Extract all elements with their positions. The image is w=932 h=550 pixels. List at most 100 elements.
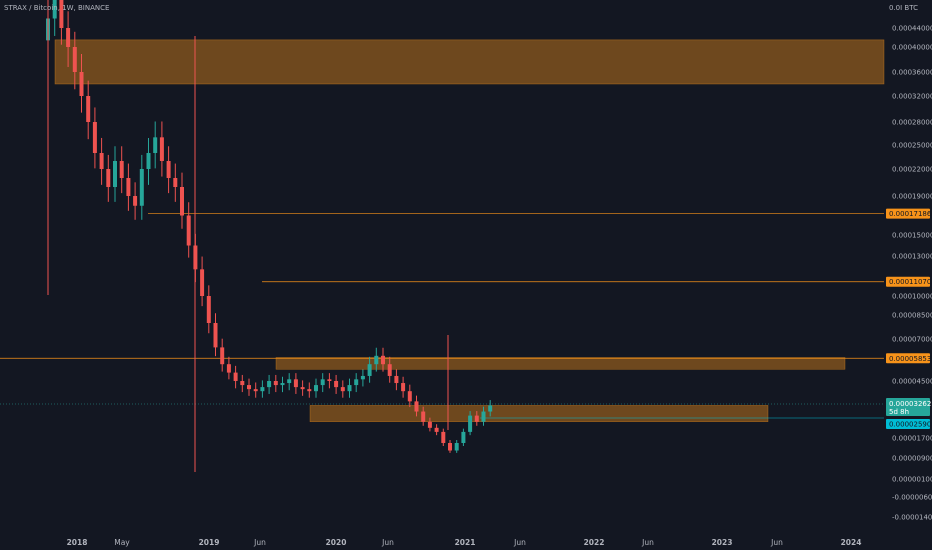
- price-zone: [309, 405, 769, 422]
- candle-body: [99, 153, 104, 169]
- candle-body: [474, 415, 479, 422]
- y-tick-label: 0.00036000: [892, 69, 932, 77]
- candle-body: [253, 389, 258, 392]
- candle-body: [394, 375, 399, 384]
- candle-body: [186, 215, 191, 246]
- chart-title: STRAX / Bitcoin, 1W, BINANCE: [4, 4, 110, 12]
- candle-body: [126, 178, 131, 196]
- candle-body: [414, 401, 419, 412]
- candle-body: [307, 389, 312, 392]
- candle-body: [421, 411, 426, 422]
- candle-body: [273, 381, 278, 386]
- y-tick-label: 0.00025000: [892, 142, 932, 150]
- candle-body: [300, 387, 305, 390]
- candle-body: [260, 387, 265, 392]
- candle-body: [72, 47, 77, 72]
- candle-body: [347, 385, 352, 392]
- candle-body: [159, 137, 164, 161]
- y-tick-label: 0.00019000: [892, 193, 932, 201]
- x-tick-label: 2021: [455, 538, 476, 547]
- x-tick-label: Jun: [513, 538, 526, 547]
- countdown-label: 5d 8h: [889, 408, 909, 416]
- candle-body: [448, 443, 452, 451]
- candle-body: [52, 0, 57, 19]
- candle-body: [267, 381, 272, 388]
- candle-body: [488, 405, 493, 412]
- candle-body: [381, 355, 385, 365]
- x-tick-label: Jun: [253, 538, 266, 547]
- x-tick-label: 2020: [326, 538, 347, 547]
- level-badge: [886, 276, 930, 287]
- candle-body: [387, 364, 392, 376]
- candle-body: [240, 381, 245, 386]
- price-zone: [275, 357, 846, 370]
- candle-body: [247, 385, 251, 390]
- candle-body: [213, 323, 218, 348]
- candle-body: [481, 411, 486, 422]
- candle-body: [367, 364, 372, 376]
- candle-body: [166, 161, 171, 178]
- y-tick-label: -0.00000600: [892, 494, 932, 502]
- x-tick-label: 2019: [199, 538, 220, 547]
- candle-body: [233, 372, 238, 381]
- x-tick-label: Jun: [770, 538, 783, 547]
- x-tick-label: Jun: [641, 538, 654, 547]
- candle-body: [461, 431, 466, 443]
- y-tick-label: 0.00010000: [892, 293, 932, 301]
- y-tick-label: 0.00013000: [892, 253, 932, 261]
- candle-body: [334, 381, 339, 388]
- y-tick-label: 0.00044000: [892, 25, 932, 33]
- candle-body: [327, 379, 332, 381]
- y-tick-label: 0.00000100: [892, 476, 932, 484]
- candle-body: [153, 137, 158, 153]
- y-tick-label: 0.00007000: [892, 336, 932, 344]
- candle-body: [226, 364, 231, 373]
- low-price-label: 0.00002590: [889, 421, 931, 429]
- price-zone: [54, 39, 885, 85]
- low-price-badge: [886, 419, 930, 429]
- candle-body: [220, 347, 225, 365]
- candle-body: [180, 187, 184, 216]
- candle-body: [139, 169, 144, 206]
- candle-body: [287, 379, 292, 384]
- candle-body: [206, 296, 211, 323]
- level-badge: [886, 353, 930, 364]
- current-price-badge: [886, 398, 930, 416]
- y-tick-label: 0.00008500: [892, 312, 932, 320]
- candle-body: [200, 269, 205, 296]
- candle-body: [407, 391, 412, 402]
- candle-body: [320, 379, 325, 386]
- x-tick-label: 2022: [584, 538, 605, 547]
- candle-body: [173, 178, 178, 187]
- candle-body: [86, 96, 91, 122]
- candle-body: [354, 379, 359, 386]
- y-tick-label: 0.00040000: [892, 44, 932, 52]
- x-tick-label: 2023: [712, 538, 733, 547]
- candle-body: [59, 0, 64, 28]
- x-tick-label: May: [114, 538, 130, 547]
- level-badge: [886, 208, 930, 219]
- candle-body: [92, 122, 97, 153]
- y-tick-label: 0.00015000: [892, 232, 932, 240]
- candle-body: [360, 375, 365, 380]
- candle-body: [314, 385, 318, 392]
- candle-body: [119, 161, 124, 178]
- candle-body: [293, 379, 298, 388]
- y-tick-label: 0.00000900: [892, 455, 932, 463]
- y-tick-label: 0.00004500: [892, 378, 932, 386]
- candle-body: [79, 72, 84, 96]
- level-badge-label: 0.00017186: [889, 210, 932, 218]
- candle-body: [106, 169, 111, 187]
- x-tick-label: 2024: [841, 538, 862, 547]
- y-tick-label: 0.00028000: [892, 119, 932, 127]
- candle-body: [66, 28, 71, 47]
- level-badge-label: 0.00005853: [889, 355, 931, 363]
- candle-body: [133, 196, 138, 206]
- x-tick-label: Jun: [381, 538, 394, 547]
- x-tick-label: 2018: [67, 538, 88, 547]
- y-tick-label: 0.00032000: [892, 93, 932, 101]
- candle-body: [454, 443, 459, 451]
- current-price-label: 0.00003262: [889, 400, 931, 408]
